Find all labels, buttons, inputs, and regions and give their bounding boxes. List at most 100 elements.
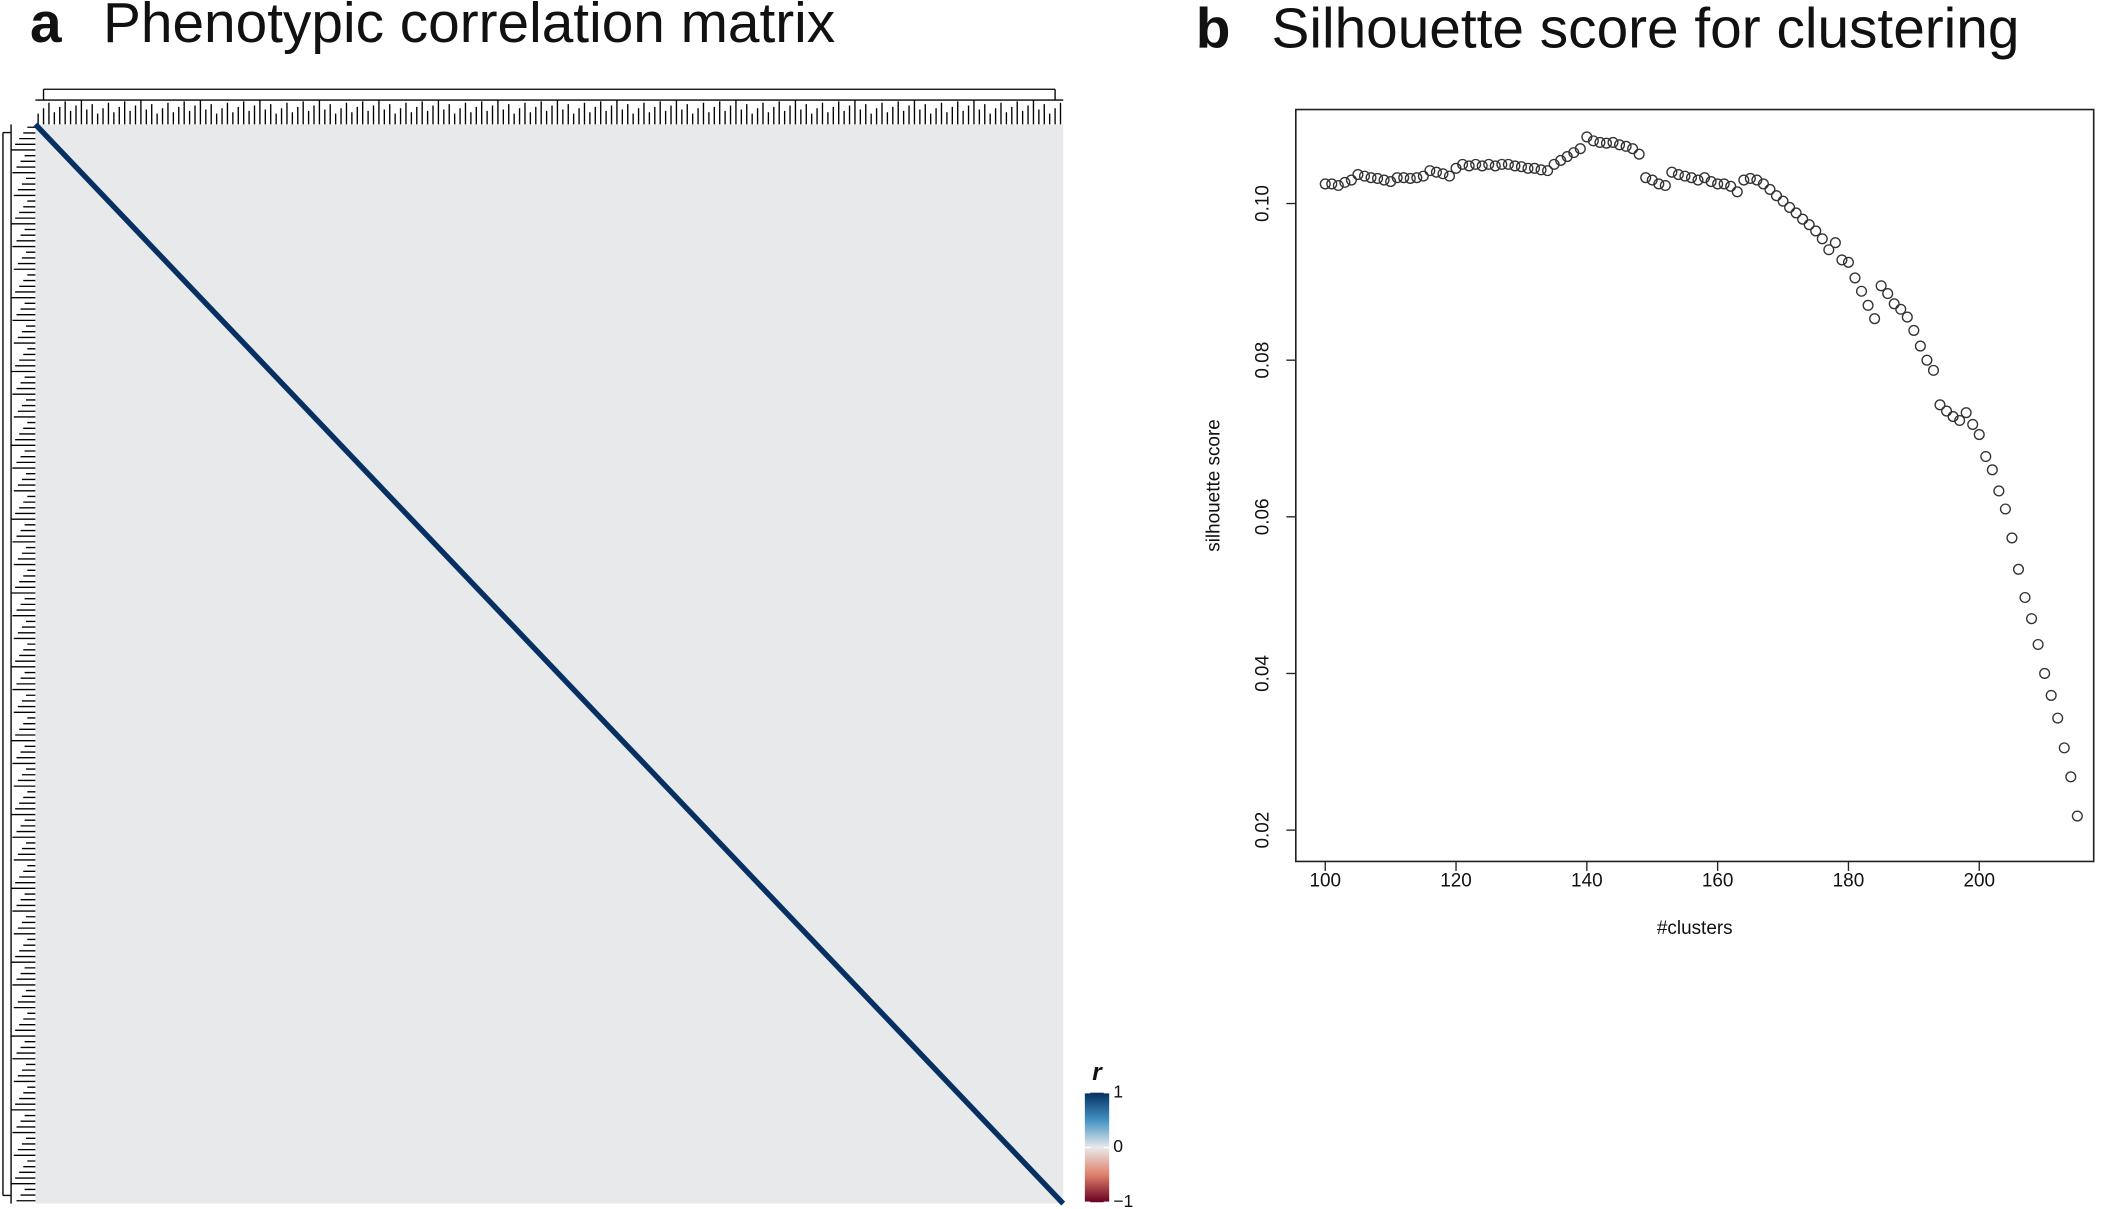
x-tick-label: 120 xyxy=(1440,871,1472,892)
point xyxy=(1777,195,1789,207)
point xyxy=(1457,158,1469,170)
colorbar-tick-label: 1 xyxy=(1113,1081,1123,1101)
point xyxy=(1980,450,1992,463)
point xyxy=(1659,179,1671,192)
point xyxy=(1620,140,1632,152)
point xyxy=(1927,364,1940,376)
point xyxy=(1358,170,1371,182)
point xyxy=(1705,176,1717,188)
plot-frame xyxy=(1294,108,2095,863)
point xyxy=(1869,313,1881,325)
point xyxy=(1836,254,1848,266)
point xyxy=(1417,170,1429,182)
heatmap-diagonal xyxy=(33,122,1066,1206)
y-tick-label: 0.02 xyxy=(1252,812,1273,849)
point xyxy=(1954,414,1966,427)
point xyxy=(1594,136,1606,148)
point xyxy=(1803,219,1815,231)
point xyxy=(1849,272,1861,284)
point xyxy=(1430,166,1442,178)
point xyxy=(1372,172,1384,185)
point xyxy=(1993,485,2005,497)
panel-letter: a xyxy=(30,0,62,55)
point xyxy=(1882,288,1894,300)
point xyxy=(1574,143,1586,155)
dendrogram-lines xyxy=(2,88,1064,1204)
point xyxy=(1398,172,1410,184)
point xyxy=(1784,201,1796,213)
point xyxy=(1587,135,1599,147)
point xyxy=(1810,225,1822,237)
point xyxy=(2045,689,2057,701)
point xyxy=(1718,178,1730,190)
y-tick-label: 0.06 xyxy=(1252,498,1273,535)
panel-title: Silhouette score for clustering xyxy=(1271,0,2019,60)
point xyxy=(1816,233,1828,245)
point xyxy=(1640,172,1652,184)
point xyxy=(1855,285,1868,297)
point xyxy=(2019,591,2031,604)
colorbar-tick-label: −1 xyxy=(1113,1191,1133,1209)
point xyxy=(1888,298,1900,310)
point xyxy=(1332,179,1344,192)
point xyxy=(1895,303,1907,315)
y-axis-label: silhouette score xyxy=(1204,419,1225,552)
point xyxy=(1502,158,1514,170)
point xyxy=(1463,160,1475,172)
point xyxy=(1986,464,1998,476)
point xyxy=(1901,311,1913,323)
point xyxy=(1731,186,1743,198)
point xyxy=(1319,178,1331,190)
point xyxy=(1424,165,1436,177)
point xyxy=(1528,162,1541,174)
point xyxy=(1607,136,1619,148)
point xyxy=(1967,418,1979,430)
point xyxy=(2032,638,2044,651)
point xyxy=(1600,137,1613,149)
point xyxy=(1411,172,1423,184)
point xyxy=(1522,162,1534,174)
point xyxy=(1672,169,1684,181)
point xyxy=(1725,180,1737,192)
point xyxy=(1679,170,1691,182)
point xyxy=(2058,742,2070,754)
point xyxy=(1633,148,1645,160)
colorbar-label: r xyxy=(1092,1059,1103,1086)
point xyxy=(2065,771,2077,783)
point xyxy=(2012,563,2025,575)
point xyxy=(1770,190,1783,202)
point xyxy=(1790,207,1802,219)
point xyxy=(1515,161,1527,173)
point xyxy=(1535,164,1547,176)
y-tick-label: 0.04 xyxy=(1252,655,1273,692)
point xyxy=(1443,170,1456,182)
point xyxy=(2052,712,2064,724)
point xyxy=(1842,256,1854,268)
panel-letter: b xyxy=(1196,0,1231,60)
point xyxy=(1934,399,1946,411)
point xyxy=(1908,324,1920,336)
point xyxy=(1999,503,2011,515)
point xyxy=(1339,176,1351,188)
x-tick-label: 180 xyxy=(1833,871,1865,892)
point xyxy=(1542,165,1554,177)
point xyxy=(1738,174,1750,186)
point xyxy=(1692,174,1704,186)
y-tick-label: 0.10 xyxy=(1252,185,1273,222)
point xyxy=(1823,244,1835,256)
point xyxy=(1829,237,1841,249)
dendrogram xyxy=(2,88,1064,1204)
point xyxy=(1496,158,1508,170)
point xyxy=(1973,429,1985,441)
point xyxy=(1509,160,1521,172)
point xyxy=(1378,174,1390,186)
point xyxy=(1757,178,1769,190)
point xyxy=(1914,340,1926,352)
x-tick-label: 100 xyxy=(1309,871,1341,892)
point xyxy=(1666,166,1678,178)
point xyxy=(2026,613,2038,625)
point xyxy=(1489,160,1501,172)
colorbar-tick-label: 0 xyxy=(1113,1136,1123,1156)
point xyxy=(1391,172,1403,184)
point xyxy=(1613,139,1626,151)
